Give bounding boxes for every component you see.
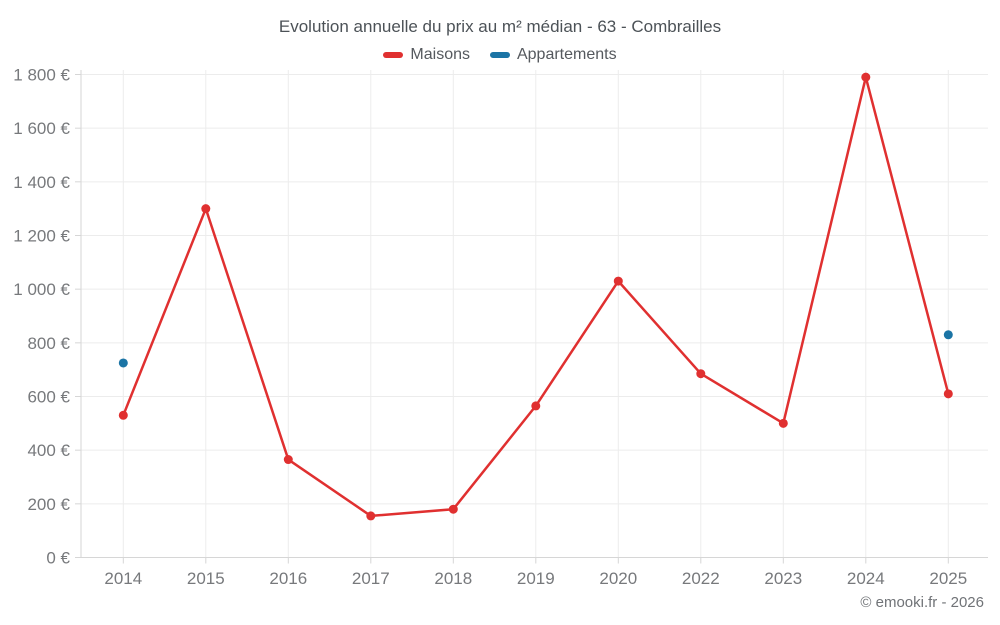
point-maisons-2020[interactable]	[613, 276, 623, 286]
y-axis-label: 1 600 €	[13, 119, 70, 138]
y-axis-label: 1 800 €	[13, 66, 70, 85]
x-axis-label: 2017	[352, 569, 390, 588]
point-maisons-2023[interactable]	[778, 418, 788, 428]
x-axis-label: 2019	[517, 569, 555, 588]
legend-item-maisons[interactable]: Maisons	[383, 46, 470, 64]
x-axis-label: 2023	[764, 569, 802, 588]
chart-title: Evolution annuelle du prix au m² médian …	[278, 17, 722, 36]
x-axis-label: 2025	[929, 569, 967, 588]
point-maisons-2022[interactable]	[696, 369, 706, 379]
gridlines	[81, 70, 988, 558]
x-axis-label: 2016	[269, 569, 307, 588]
point-appartements-2014[interactable]	[118, 358, 128, 368]
axis-labels: 0 € 200 € 400 € 600 € 800 € 1 000 € 1 200 € 1 4…	[13, 66, 967, 589]
point-maisons-2017[interactable]	[366, 511, 376, 521]
copyright-text: © emooki.fr - 2026	[860, 594, 984, 611]
legend-label-appartements: Appartements	[516, 46, 617, 63]
y-axis-label: 800 €	[27, 334, 70, 353]
axes	[75, 70, 988, 564]
x-axis-label: 2015	[187, 569, 225, 588]
x-axis-label: 2024	[847, 569, 885, 588]
x-axis-label: 2018	[434, 569, 472, 588]
point-appartements-2025[interactable]	[943, 330, 953, 340]
y-axis-label: 1 000 €	[13, 280, 70, 299]
y-axis-label: 0 €	[46, 549, 70, 568]
series	[118, 72, 953, 521]
y-axis-label: 400 €	[27, 441, 70, 460]
legend-item-appartements[interactable]: Appartements	[489, 46, 617, 64]
x-axis-label: 2020	[599, 569, 637, 588]
point-maisons-2018[interactable]	[448, 504, 458, 514]
chart-legend: Maisons Appartements	[0, 46, 1000, 64]
point-maisons-2016[interactable]	[283, 455, 293, 465]
legend-label-maisons: Maisons	[410, 46, 470, 63]
y-axis-label: 200 €	[27, 495, 70, 514]
point-maisons-2025[interactable]	[943, 389, 953, 399]
x-axis-label: 2014	[104, 569, 142, 588]
y-axis-label: 600 €	[27, 388, 70, 407]
legend-swatch-appartements-icon	[489, 52, 510, 58]
x-axis-label: 2022	[682, 569, 720, 588]
y-axis-label: 1 200 €	[13, 227, 70, 246]
y-axis-label: 1 400 €	[13, 173, 70, 192]
point-maisons-2019[interactable]	[531, 401, 541, 411]
legend-swatch-maisons-icon	[383, 52, 404, 58]
point-maisons-2015[interactable]	[201, 204, 211, 214]
point-maisons-2014[interactable]	[118, 410, 128, 420]
point-maisons-2024[interactable]	[861, 72, 871, 82]
